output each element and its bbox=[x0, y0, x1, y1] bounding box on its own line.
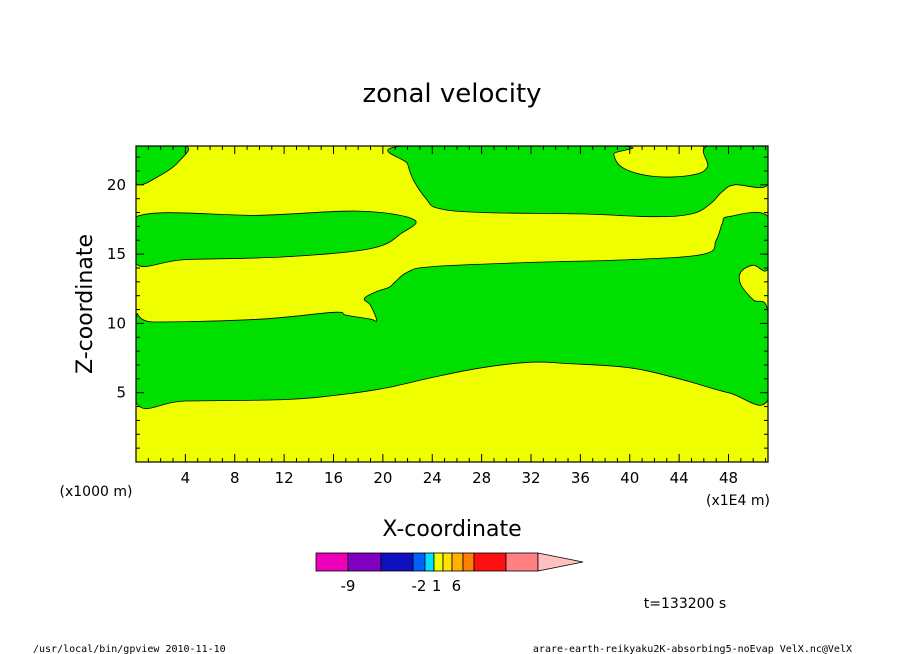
colorbar-swatch bbox=[315, 552, 349, 572]
x-tick-label: 28 bbox=[472, 469, 491, 487]
y-axis-title: Z-coordinate bbox=[73, 234, 98, 374]
x-tick-label: 20 bbox=[373, 469, 392, 487]
y-tick-label: 15 bbox=[107, 245, 126, 263]
x-tick-label: 16 bbox=[324, 469, 343, 487]
colorbar-swatch bbox=[380, 552, 414, 572]
y-tick-label: 5 bbox=[116, 384, 126, 402]
colorbar-label: 6 bbox=[452, 577, 462, 595]
x-tick-label: 44 bbox=[670, 469, 689, 487]
colorbar-swatch bbox=[462, 552, 475, 572]
x-tick-label: 40 bbox=[620, 469, 639, 487]
x-tick-label: 48 bbox=[719, 469, 738, 487]
colorbar-swatch bbox=[347, 552, 382, 572]
contour-region-green-upper-middle bbox=[387, 146, 768, 218]
chart-title: zonal velocity bbox=[362, 79, 541, 109]
y-tick-label: 10 bbox=[107, 314, 126, 332]
colorbar: -9 -2 1 6 bbox=[315, 552, 584, 595]
contour-region-green-top-left bbox=[136, 146, 190, 186]
contour-regions bbox=[136, 146, 768, 410]
footer-left: /usr/local/bin/gpview 2010-11-10 bbox=[33, 644, 226, 654]
x-axis-title: X-coordinate bbox=[382, 517, 521, 542]
plot-frame bbox=[135, 145, 769, 463]
x-tick-label: 8 bbox=[230, 469, 240, 487]
x-tick-label: 12 bbox=[275, 469, 294, 487]
y-tick-label: 20 bbox=[107, 176, 126, 194]
colorbar-arrow bbox=[537, 552, 584, 572]
colorbar-swatch bbox=[451, 552, 464, 572]
colorbar-label: 1 bbox=[432, 577, 442, 595]
colorbar-swatch bbox=[412, 552, 426, 572]
x-tick-label: 32 bbox=[521, 469, 540, 487]
colorbar-label: -2 bbox=[412, 577, 427, 595]
x-tick-label: 24 bbox=[423, 469, 442, 487]
x-unit-left: (x1000 m) bbox=[60, 484, 133, 500]
time-label: t=133200 s bbox=[644, 596, 726, 612]
colorbar-swatch bbox=[442, 552, 453, 572]
x-tick-label: 36 bbox=[571, 469, 590, 487]
colorbar-swatch bbox=[433, 552, 444, 572]
colorbar-swatch bbox=[505, 552, 539, 572]
x-tick-label: 4 bbox=[181, 469, 191, 487]
x-unit-right: (x1E4 m) bbox=[706, 493, 770, 509]
colorbar-label: -9 bbox=[341, 577, 356, 595]
contour-region-green-upper-band bbox=[136, 210, 417, 267]
colorbar-swatch bbox=[424, 552, 435, 572]
footer-right: arare-earth-reikyaku2K-absorbing5-noEvap… bbox=[533, 644, 852, 654]
colorbar-swatch bbox=[473, 552, 507, 572]
